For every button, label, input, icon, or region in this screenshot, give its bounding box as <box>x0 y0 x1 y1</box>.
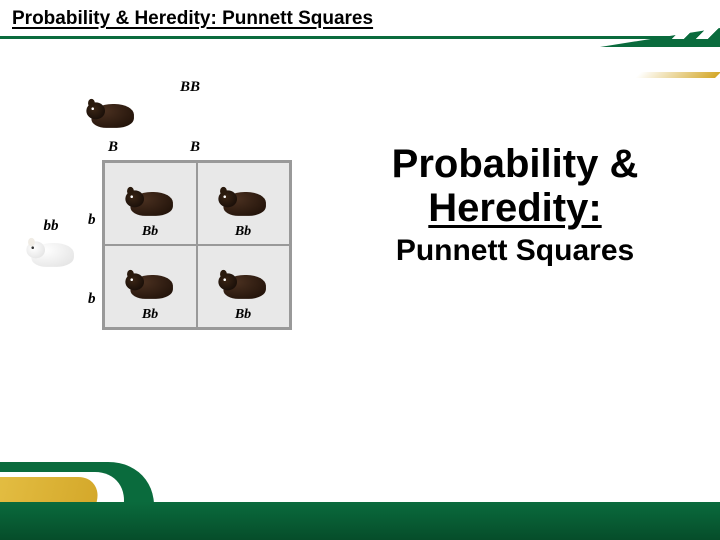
left-allele-1: b <box>88 212 96 229</box>
subtitle: Punnett Squares <box>330 234 700 268</box>
guinea-pig-icon <box>217 189 270 219</box>
left-parent: bb <box>20 218 82 272</box>
guinea-pig-icon <box>124 272 177 302</box>
footer-bar <box>0 502 720 540</box>
top-alleles-row: B B <box>20 139 300 156</box>
top-allele-2: B <box>190 139 200 156</box>
punnett-square-diagram: BB B B bb b b Bb <box>20 79 300 330</box>
top-allele-1: B <box>108 139 118 156</box>
title-line-2: Heredity: <box>330 186 700 230</box>
top-parent-genotype: BB <box>20 79 300 96</box>
header-title: Probability & Heredity: Punnett Squares <box>12 8 708 30</box>
header-divider <box>0 36 720 39</box>
guinea-pig-icon <box>217 272 270 302</box>
guinea-pig-icon <box>25 240 78 270</box>
punnett-grid: Bb Bb Bb Bb <box>102 160 292 330</box>
punnett-cell: Bb <box>197 162 290 245</box>
guinea-pig-icon <box>124 189 177 219</box>
left-allele-2: b <box>88 291 96 308</box>
cell-genotype: Bb <box>235 224 251 240</box>
punnett-cell: Bb <box>104 162 197 245</box>
main-title-block: Probability & Heredity: Punnett Squares <box>330 142 700 268</box>
guinea-pig-icon <box>85 101 138 131</box>
slide-footer <box>0 484 720 540</box>
punnett-cell: Bb <box>104 245 197 328</box>
footer-swoosh-gold <box>0 477 103 502</box>
slide-content: BB B B bb b b Bb <box>0 39 720 330</box>
punnett-cell: Bb <box>197 245 290 328</box>
cell-genotype: Bb <box>142 224 158 240</box>
header-gold-accent <box>635 72 720 78</box>
top-parent-image <box>20 98 300 133</box>
left-alleles-column: b b <box>88 212 96 308</box>
title-line-1: Probability & <box>330 142 700 186</box>
left-parent-genotype: bb <box>44 218 59 235</box>
cell-genotype: Bb <box>142 307 158 323</box>
cell-genotype: Bb <box>235 307 251 323</box>
punnett-grid-area: bb b b Bb Bb Bb <box>20 160 300 330</box>
